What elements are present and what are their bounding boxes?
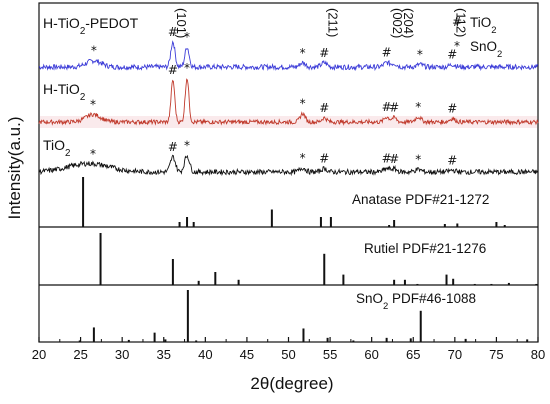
x-tick-label: 55 [323, 347, 337, 362]
y-axis-title: Intensity(a.u.) [5, 117, 24, 220]
x-tick-label: 35 [157, 347, 171, 362]
sno2-marker: * [415, 153, 421, 167]
tio2-marker: # [319, 101, 329, 115]
series-line [38, 154, 539, 177]
tio2-marker: # [319, 46, 329, 60]
tio2-marker: # [168, 140, 178, 154]
x-tick-label: 45 [240, 347, 254, 362]
x-tick-label: 20 [32, 347, 46, 362]
x-tick-label: 40 [198, 347, 212, 362]
x-tick-label: 60 [364, 347, 378, 362]
reference-sticks [78, 177, 538, 342]
x-tick-label: 30 [115, 347, 129, 362]
tio2-marker: # [389, 152, 399, 166]
series-line [38, 40, 539, 72]
x-axis-ticks: 20 25 30 35 40 45 50 55 60 65 70 75 80 [32, 337, 545, 362]
series-label: H-TiO2 [43, 81, 85, 103]
series-label: TiO2 [43, 137, 71, 159]
x-tick-label: 75 [489, 347, 503, 362]
tio2-marker: # [382, 100, 392, 114]
tio2-marker: # [382, 152, 392, 166]
x-tick-label: 25 [73, 347, 87, 362]
x-tick-label: 80 [531, 347, 545, 362]
sno2-marker: * [91, 44, 97, 58]
tio2-marker: # [447, 102, 457, 116]
series-label: H-TiO2-PEDOT [43, 15, 139, 37]
tio2-marker: # [319, 152, 329, 166]
hkl-label: (101) [174, 8, 189, 38]
legend-label: SnO2 [470, 39, 502, 60]
hkl-label: (211) [325, 8, 340, 37]
sno2-marker: * [184, 61, 190, 75]
hkl-label: (204) [401, 8, 416, 38]
sno2-marker: * [184, 30, 190, 44]
tio2-marker: # [168, 63, 178, 77]
reference-label: Rutiel PDF#21-1276 [364, 241, 486, 256]
tio2-marker: # [447, 48, 457, 62]
legend-symbol: # [452, 15, 462, 29]
sno2-marker: * [300, 97, 306, 111]
hkl-label: (002) [390, 8, 405, 38]
x-axis-title: 2θ(degree) [250, 374, 333, 393]
reference-label: SnO2 PDF#46-1088 [356, 291, 476, 312]
sno2-marker: * [300, 151, 306, 165]
x-tick-label: 50 [281, 347, 295, 362]
series-curves [38, 40, 539, 177]
sno2-marker: * [415, 100, 421, 114]
x-tick-label: 70 [448, 347, 462, 362]
x-tick-label: 65 [406, 347, 420, 362]
tio2-marker: # [447, 153, 457, 167]
legend-symbol: * [454, 39, 460, 53]
reference-label: Anatase PDF#21-1272 [352, 192, 489, 207]
tio2-marker: # [382, 46, 392, 60]
hkl-label: (112) [453, 8, 468, 37]
legend-label: TiO2 [470, 15, 497, 36]
sno2-marker: * [184, 139, 190, 153]
series-line [38, 78, 539, 126]
sno2-marker: * [300, 46, 306, 60]
tio2-marker: # [168, 25, 178, 39]
sno2-marker: * [417, 48, 423, 62]
tio2-marker: # [389, 101, 399, 115]
sno2-marker: * [90, 97, 96, 111]
sno2-marker: * [90, 147, 96, 161]
